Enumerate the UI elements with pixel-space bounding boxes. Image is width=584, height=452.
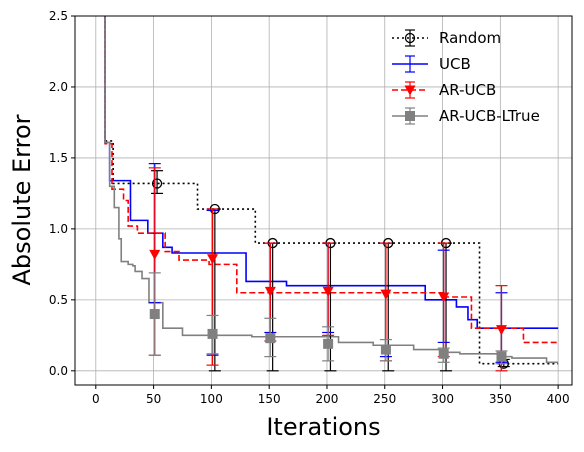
data-point [207,328,218,339]
x-tick-label: 100 [200,392,223,406]
y-axis-title: Absolute Error [8,114,36,285]
legend-label: UCB [439,55,471,73]
data-point [265,333,276,344]
x-axis-title: Iterations [266,413,380,441]
series-markers-3 [148,272,508,365]
data-point [438,292,450,303]
grid [75,15,572,385]
x-tick-label: 300 [431,392,454,406]
x-tick-label: 250 [373,392,396,406]
legend-marker [405,111,415,121]
series-line [104,16,559,330]
series-layer [104,16,559,372]
legend-label: AR-UCB-LTrue [439,107,540,125]
data-point [323,338,334,349]
legend-label: AR-UCB [439,81,496,99]
x-tick-label: 50 [146,392,161,406]
data-point [438,348,449,359]
legend-item-0: Random [392,29,501,47]
y-tick-label: 0.5 [49,293,68,307]
legend-label: Random [439,29,501,47]
data-point [495,325,507,336]
legend-item-1: UCB [392,55,471,73]
series-line [104,16,559,364]
data-point [322,286,334,297]
y-tick-label: 2.0 [49,80,68,94]
x-tick-label: 150 [258,392,281,406]
x-tick-label: 400 [547,392,570,406]
y-tick-label: 1.0 [49,222,68,236]
y-tick-label: 2.5 [49,9,68,23]
data-point [207,254,219,265]
legend-item-2: AR-UCB [392,81,496,99]
series-3 [104,16,559,364]
series-1 [104,16,559,330]
data-point [149,249,161,260]
x-tick-label: 200 [316,392,339,406]
data-point [380,289,392,300]
data-point [151,178,163,189]
y-tick-label: 1.5 [49,151,68,165]
data-point [496,351,507,362]
legend-item-3: AR-UCB-LTrue [392,107,540,125]
data-point [380,344,391,355]
x-tick-label: 0 [92,392,100,406]
legend: Random UCB AR-UCB AR-UCB-LTrue [392,29,540,125]
plot-frame [74,15,573,386]
legend-marker [404,85,416,96]
x-tick-label: 350 [489,392,512,406]
y-tick-label: 0.0 [49,364,68,378]
data-point [264,286,276,297]
axis-ticks: 0 50 100 150 200 250 300 350 400 0.0 0.5 1.0 1.5 2.0 2… [49,9,570,406]
data-point [149,309,160,320]
legend-marker [404,32,416,44]
